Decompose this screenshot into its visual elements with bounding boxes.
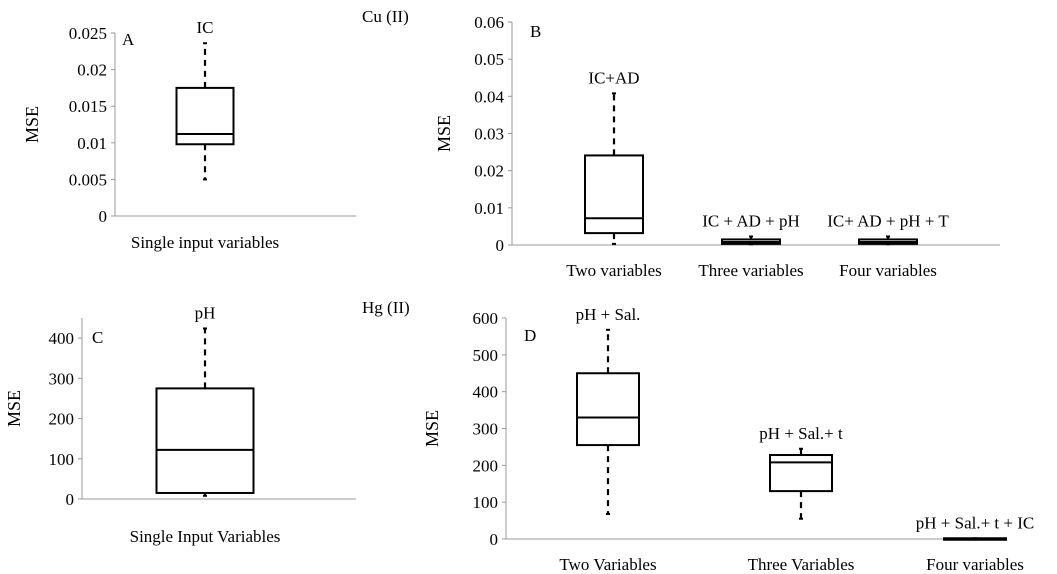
y-tick-label: 0.005 xyxy=(69,170,107,189)
box-rect xyxy=(769,454,833,493)
chart-panel-a: 0 0.005 0.01 0.015 0.02 0.025 MSE A IC Single inp… xyxy=(22,18,356,252)
x-category-label: Three Variables xyxy=(748,555,855,574)
metal-label-hg: Hg (II) xyxy=(362,298,410,317)
panel-letter: D xyxy=(524,326,536,345)
chart-panel-c: 0 100 200 300 400 MSE CpH Single Input Variable… xyxy=(4,303,356,546)
x-category-label: Single Input Variables xyxy=(130,527,281,546)
box-1: IC+AD xyxy=(584,68,644,245)
box-annotation: pH + Sal.+ t xyxy=(759,424,843,443)
box-3: pH + Sal.+ t + IC xyxy=(916,513,1035,541)
panel-letter: C xyxy=(92,328,103,347)
y-tick-label: 0.02 xyxy=(77,61,107,80)
box-annotation: pH + Sal. xyxy=(576,305,641,324)
y-axis-label: MSE xyxy=(422,410,442,447)
box-rect xyxy=(576,372,640,447)
y-tick-label: 0.03 xyxy=(474,125,504,144)
x-category-label: Single input variables xyxy=(131,233,279,252)
y-tick-label: 0.01 xyxy=(474,199,504,218)
box-3: IC+ AD + pH + T xyxy=(827,211,949,246)
chart-panel-d: 0 100 200 300 400 500 600 MSE DpH + Sal. Two Vari… xyxy=(422,305,1034,574)
y-tick-label: 0 xyxy=(496,236,505,255)
x-category-label: Three variables xyxy=(698,261,803,280)
box-rect xyxy=(584,154,644,235)
box-rect xyxy=(155,387,255,494)
box-annotation: IC+AD xyxy=(588,68,639,87)
box-annotation: IC xyxy=(197,18,214,37)
y-tick-label: 0.06 xyxy=(474,13,504,32)
box-annotation: IC+ AD + pH + T xyxy=(827,211,949,230)
x-category-label: Four variables xyxy=(839,261,937,280)
box-2: pH + Sal.+ t xyxy=(759,424,843,520)
box-rect xyxy=(175,86,235,146)
y-tick-label: 500 xyxy=(473,346,499,365)
chart-panel-b: 0 0.01 0.02 0.03 0.04 0.05 0.06 MSE B IC+AD Two va… xyxy=(434,13,1000,280)
y-axis-label: MSE xyxy=(4,390,24,427)
y-axis-label: MSE xyxy=(434,115,454,152)
box-annotation: pH + Sal.+ t + IC xyxy=(916,513,1035,532)
y-axis-label: MSE xyxy=(22,106,42,143)
y-tick-label: 200 xyxy=(473,456,499,475)
box-1: pH + Sal. xyxy=(576,305,641,515)
y-tick-label: 0 xyxy=(99,207,108,226)
y-tick-label: 400 xyxy=(49,329,75,348)
y-tick-label: 300 xyxy=(473,420,499,439)
y-tick-label: 0 xyxy=(66,490,75,509)
y-tick-label: 0.02 xyxy=(474,162,504,181)
box-annotation: pH xyxy=(195,303,216,322)
box-1: pH xyxy=(155,303,255,497)
y-tick-label: 0.05 xyxy=(474,50,504,69)
y-tick-label: 0.025 xyxy=(69,24,107,43)
y-tick-label: 300 xyxy=(49,369,75,388)
x-category-label: Two Variables xyxy=(559,555,656,574)
y-tick-label: 0.04 xyxy=(474,87,504,106)
y-tick-label: 0.015 xyxy=(69,97,107,116)
panel-letter: B xyxy=(530,22,541,41)
y-tick-label: 100 xyxy=(473,493,499,512)
x-category-label: Two variables xyxy=(566,261,662,280)
y-tick-label: 200 xyxy=(49,410,75,429)
box-1: IC xyxy=(175,18,235,181)
metal-label-cu: Cu (II) xyxy=(362,7,409,26)
y-tick-label: 100 xyxy=(49,450,75,469)
x-category-label: Four variables xyxy=(926,555,1024,574)
y-tick-label: 400 xyxy=(473,383,499,402)
box-annotation: IC + AD + pH xyxy=(702,211,800,230)
y-tick-label: 0.01 xyxy=(77,134,107,153)
y-tick-label: 0 xyxy=(490,530,499,549)
panel-letter: A xyxy=(122,30,135,49)
box-2: IC + AD + pH xyxy=(702,211,800,246)
y-tick-label: 600 xyxy=(473,309,499,328)
